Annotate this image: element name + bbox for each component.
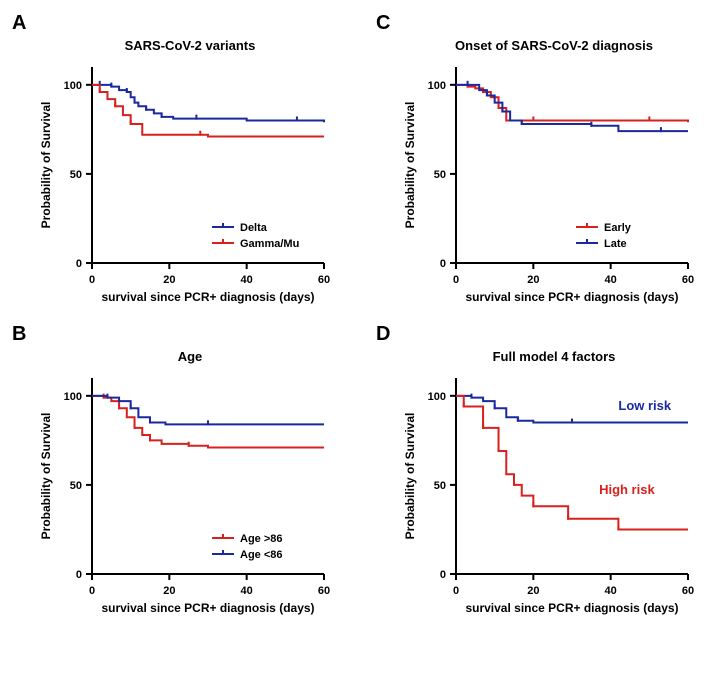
survival-chart: 0 20 40 60 0 50 100 survival since PCR+ diagnos… bbox=[398, 59, 698, 309]
x-tick-label: 40 bbox=[241, 274, 253, 286]
x-tick-label: 20 bbox=[527, 274, 539, 286]
x-axis-label: survival since PCR+ diagnosis (days) bbox=[101, 601, 314, 615]
x-tick-label: 20 bbox=[527, 585, 539, 597]
y-tick-label: 0 bbox=[76, 569, 82, 581]
x-axis-label: survival since PCR+ diagnosis (days) bbox=[465, 601, 678, 615]
x-tick-label: 40 bbox=[241, 585, 253, 597]
survival-chart: 0 20 40 60 0 50 100 survival since PCR+ diagnos… bbox=[34, 59, 334, 309]
x-axis-label: survival since PCR+ diagnosis (days) bbox=[465, 290, 678, 304]
x-tick-label: 40 bbox=[605, 585, 617, 597]
legend-label: Delta bbox=[240, 222, 268, 234]
legend-label: Age >86 bbox=[240, 533, 283, 545]
legend-label: Early bbox=[604, 222, 632, 234]
survival-chart: 0 20 40 60 0 50 100 survival since PCR+ diagnos… bbox=[398, 370, 698, 620]
panel-d: D Full model 4 factors 0 20 40 60 0 50 100 surviv… bbox=[376, 323, 710, 620]
chart-title: SARS-CoV-2 variants bbox=[34, 38, 346, 53]
y-tick-label: 0 bbox=[76, 258, 82, 270]
y-axis-label: Probability of Survival bbox=[39, 102, 53, 229]
series-line bbox=[456, 396, 688, 530]
legend-label: Late bbox=[604, 238, 627, 250]
y-tick-label: 0 bbox=[440, 569, 446, 581]
y-tick-label: 50 bbox=[70, 169, 82, 181]
axes bbox=[92, 67, 324, 263]
y-tick-label: 50 bbox=[434, 169, 446, 181]
series-line bbox=[456, 85, 688, 122]
y-axis-label: Probability of Survival bbox=[403, 102, 417, 229]
x-tick-label: 0 bbox=[453, 585, 459, 597]
x-tick-label: 60 bbox=[682, 585, 694, 597]
x-tick-label: 40 bbox=[605, 274, 617, 286]
chart-title: Age bbox=[34, 349, 346, 364]
y-tick-label: 100 bbox=[428, 80, 446, 92]
legend-label: Gamma/Mu bbox=[240, 238, 299, 250]
x-tick-label: 20 bbox=[163, 585, 175, 597]
y-axis-label: Probability of Survival bbox=[403, 413, 417, 540]
chart-wrap: Age 0 20 40 60 0 50 100 survival since PCR+ diag… bbox=[34, 349, 346, 620]
y-tick-label: 100 bbox=[64, 80, 82, 92]
x-tick-label: 60 bbox=[318, 585, 330, 597]
chart-title: Full model 4 factors bbox=[398, 349, 710, 364]
x-tick-label: 60 bbox=[318, 274, 330, 286]
panel-a: A SARS-CoV-2 variants 0 20 40 60 0 50 100 surviva… bbox=[12, 12, 346, 309]
y-tick-label: 100 bbox=[428, 391, 446, 403]
panel-c: C Onset of SARS-CoV-2 diagnosis 0 20 40 60 0 50… bbox=[376, 12, 710, 309]
inline-series-label: High risk bbox=[599, 482, 655, 497]
chart-wrap: Onset of SARS-CoV-2 diagnosis 0 20 40 60 0 50 1… bbox=[398, 38, 710, 309]
x-tick-label: 60 bbox=[682, 274, 694, 286]
chart-wrap: Full model 4 factors 0 20 40 60 0 50 100 surviva… bbox=[398, 349, 710, 620]
y-axis-label: Probability of Survival bbox=[39, 413, 53, 540]
inline-series-label: Low risk bbox=[618, 398, 672, 413]
y-tick-label: 50 bbox=[434, 480, 446, 492]
y-tick-label: 0 bbox=[440, 258, 446, 270]
y-tick-label: 100 bbox=[64, 391, 82, 403]
panel-b: B Age 0 20 40 60 0 50 100 survival since PCR+ dia… bbox=[12, 323, 346, 620]
chart-title: Onset of SARS-CoV-2 diagnosis bbox=[398, 38, 710, 53]
panel-letter: C bbox=[376, 12, 390, 35]
chart-wrap: SARS-CoV-2 variants 0 20 40 60 0 50 100 survival… bbox=[34, 38, 346, 309]
legend-label: Age <86 bbox=[240, 549, 283, 561]
x-tick-label: 20 bbox=[163, 274, 175, 286]
x-tick-label: 0 bbox=[89, 585, 95, 597]
panel-letter: B bbox=[12, 323, 26, 346]
y-tick-label: 50 bbox=[70, 480, 82, 492]
panel-letter: D bbox=[376, 323, 390, 346]
x-tick-label: 0 bbox=[453, 274, 459, 286]
x-tick-label: 0 bbox=[89, 274, 95, 286]
panel-letter: A bbox=[12, 12, 26, 35]
survival-chart: 0 20 40 60 0 50 100 survival since PCR+ diagnos… bbox=[34, 370, 334, 620]
x-axis-label: survival since PCR+ diagnosis (days) bbox=[101, 290, 314, 304]
